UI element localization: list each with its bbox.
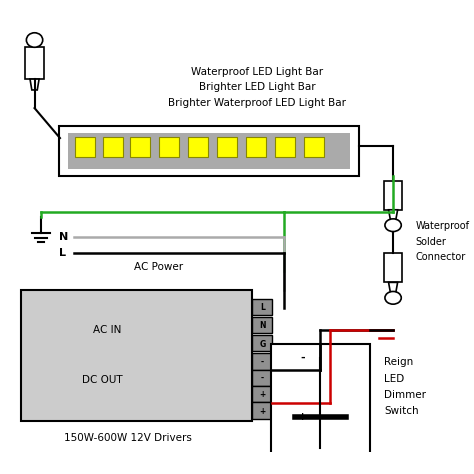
Bar [75, 137, 95, 157]
Polygon shape [30, 79, 39, 90]
Text: +: + [298, 412, 307, 422]
Bar [188, 137, 208, 157]
Bar [271, 344, 370, 462]
Text: +: + [259, 391, 265, 400]
Bar [252, 402, 273, 419]
Text: -: - [261, 374, 264, 383]
Text: N: N [59, 232, 68, 242]
Text: Connector: Connector [416, 252, 466, 262]
Bar [384, 253, 402, 283]
Text: G: G [259, 339, 265, 348]
Bar [246, 137, 266, 157]
Polygon shape [389, 210, 398, 220]
Text: L: L [59, 248, 66, 258]
Bar [68, 133, 349, 169]
Text: Waterproof: Waterproof [416, 221, 470, 231]
Ellipse shape [385, 219, 401, 232]
Text: +: + [259, 407, 265, 416]
Bar [304, 137, 324, 157]
Ellipse shape [385, 292, 401, 304]
Text: Waterproof LED Light Bar: Waterproof LED Light Bar [191, 67, 323, 77]
Bar [103, 137, 123, 157]
Text: AC IN: AC IN [93, 326, 121, 336]
Text: Switch: Switch [384, 406, 419, 416]
Bar [21, 290, 252, 421]
Bar [252, 386, 273, 402]
Bar [252, 370, 273, 386]
Text: L: L [260, 303, 265, 312]
Bar [384, 181, 402, 210]
Text: Brighter LED Light Bar: Brighter LED Light Bar [199, 82, 315, 92]
Bar [130, 137, 150, 157]
Bar [252, 353, 273, 370]
Bar [159, 137, 179, 157]
Text: 150W-600W 12V Drivers: 150W-600W 12V Drivers [64, 433, 191, 443]
Bar [59, 126, 359, 176]
Text: DC OUT: DC OUT [82, 375, 123, 385]
Ellipse shape [27, 33, 43, 47]
Text: Solder: Solder [416, 237, 447, 246]
Bar [252, 299, 273, 315]
Bar [26, 47, 44, 79]
Bar [275, 137, 295, 157]
Text: Dimmer: Dimmer [384, 390, 426, 400]
Text: -: - [261, 358, 264, 367]
Polygon shape [389, 283, 398, 292]
Bar [252, 317, 273, 333]
Text: -: - [300, 353, 305, 363]
Bar [252, 335, 273, 351]
Text: LED: LED [384, 374, 404, 383]
Text: Reign: Reign [384, 357, 413, 367]
Bar [217, 137, 237, 157]
Text: AC Power: AC Power [135, 262, 183, 272]
Text: Brighter Waterproof LED Light Bar: Brighter Waterproof LED Light Bar [168, 98, 346, 108]
Text: N: N [259, 321, 265, 330]
